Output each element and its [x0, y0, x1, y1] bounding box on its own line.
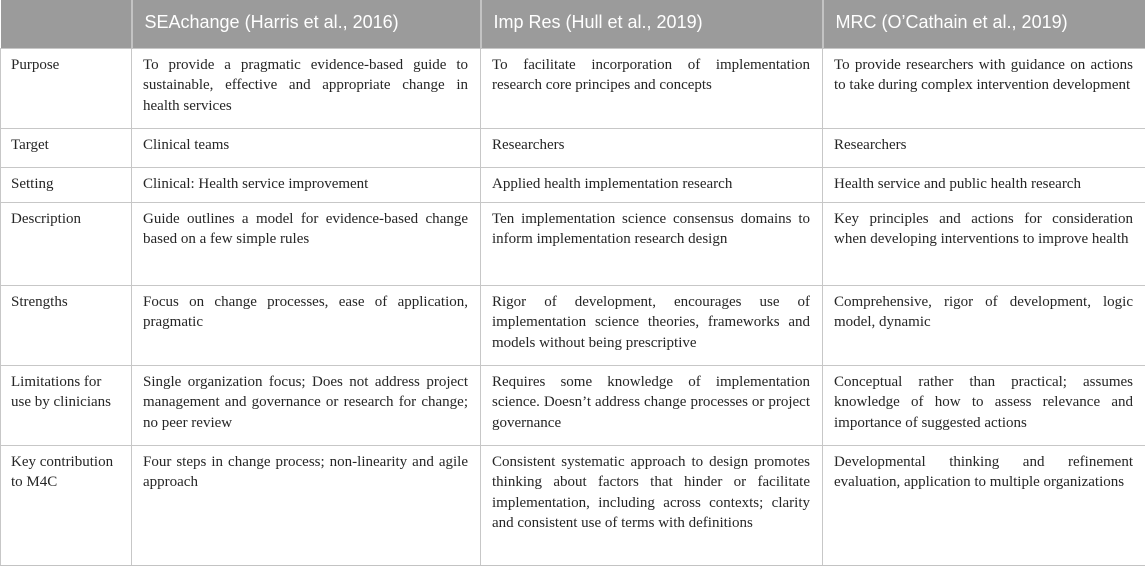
table-row-description: Description Guide outlines a model for e…: [0, 201, 1145, 286]
row-label: Limitations for use by clinicians: [0, 364, 132, 446]
cell: Developmental thinking and refinement ev…: [822, 444, 1145, 566]
cell: Researchers: [480, 127, 823, 168]
cell: Clinical teams: [131, 127, 481, 168]
row-label: Setting: [0, 166, 132, 203]
table-row-limitations: Limitations for use by clinicians Single…: [0, 364, 1145, 446]
column-header-imp-res: Imp Res (Hull et al., 2019): [479, 0, 823, 48]
table-row-purpose: Purpose To provide a pragmatic evidence-…: [0, 47, 1145, 129]
table-row-strengths: Strengths Focus on change processes, eas…: [0, 284, 1145, 366]
row-label: Description: [0, 201, 132, 286]
cell: Consistent systematic approach to design…: [480, 444, 823, 566]
header-row: SEAchange (Harris et al., 2016) Imp Res …: [0, 0, 1145, 48]
cell: Conceptual rather than practical; assume…: [822, 364, 1145, 446]
cell: Focus on change processes, ease of appli…: [131, 284, 481, 366]
cell: Guide outlines a model for evidence-base…: [131, 201, 481, 286]
row-label: Key contribution to M4C: [0, 444, 132, 566]
cell: Four steps in change process; non-linear…: [131, 444, 481, 566]
column-header-seachange: SEAchange (Harris et al., 2016): [130, 0, 481, 48]
cell: Requires some knowledge of implementatio…: [480, 364, 823, 446]
cell: Rigor of development, encourages use of …: [480, 284, 823, 366]
row-label: Strengths: [0, 284, 132, 366]
cell: Ten implementation science consensus dom…: [480, 201, 823, 286]
corner-cell: [0, 0, 132, 48]
cell: Clinical: Health service improvement: [131, 166, 481, 203]
cell: To facilitate incorporation of implement…: [480, 47, 823, 129]
cell: Key principles and actions for considera…: [822, 201, 1145, 286]
cell: Researchers: [822, 127, 1145, 168]
cell: Single organization focus; Does not addr…: [131, 364, 481, 446]
row-label: Target: [0, 127, 132, 168]
cell: To provide researchers with guidance on …: [822, 47, 1145, 129]
column-header-mrc: MRC (O’Cathain et al., 2019): [821, 0, 1145, 48]
cell: Health service and public health researc…: [822, 166, 1145, 203]
cell: To provide a pragmatic evidence-based gu…: [131, 47, 481, 129]
table-row-target: Target Clinical teams Researchers Resear…: [0, 127, 1145, 168]
cell: Applied health implementation research: [480, 166, 823, 203]
table-row-setting: Setting Clinical: Health service improve…: [0, 166, 1145, 203]
cell: Comprehensive, rigor of development, log…: [822, 284, 1145, 366]
row-label: Purpose: [0, 47, 132, 129]
table-row-key-contribution: Key contribution to M4C Four steps in ch…: [0, 444, 1145, 566]
